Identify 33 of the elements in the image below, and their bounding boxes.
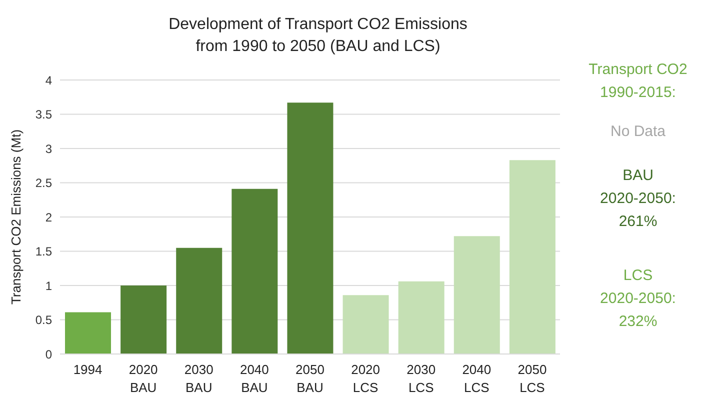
bar: [342, 295, 389, 354]
y-tick-label: 2: [45, 210, 52, 224]
y-axis-title: Transport CO2 Emissions (Mt): [8, 129, 24, 305]
x-tick-label: 2030 BAU: [184, 362, 214, 395]
x-tick-label: 1994: [73, 362, 102, 377]
y-tick-label: 1.5: [35, 244, 52, 259]
chart-title: Development of Transport CO2 Emissions from 1990 to 2050 (BAU and LCS): [168, 15, 468, 57]
bar: [232, 188, 278, 354]
y-tick-label: 4: [45, 73, 52, 88]
text: No Data: [609, 122, 667, 142]
x-tick-label: 2020 BAU: [128, 362, 158, 395]
x-tick-label: 2050 BAU: [296, 362, 324, 395]
x-tick-label: 2020 LCS: [351, 362, 380, 395]
bar: [120, 286, 167, 354]
bar: [454, 236, 500, 354]
y-tick-label: 1: [45, 278, 52, 293]
text: LCS 2020-2050: 232%: [599, 266, 677, 332]
y-tick-label: 0.5: [35, 313, 52, 328]
text: Transport CO2 1990-2015:: [588, 60, 688, 103]
y-tick-label: 2.5: [35, 176, 52, 190]
bar: [176, 248, 222, 354]
bar: [509, 160, 556, 354]
bar: [65, 312, 111, 354]
x-tick-label: 2050 LCS: [518, 362, 547, 395]
y-tick-label: 3: [45, 142, 52, 156]
y-tick-label: 3.5: [35, 108, 52, 122]
bar: [398, 281, 444, 354]
x-tick-label: 2040 BAU: [240, 362, 269, 395]
bar: [287, 102, 334, 354]
y-tick-label: 0: [45, 347, 52, 362]
x-tick-label: 2040 LCS: [462, 362, 492, 395]
text: BAU 2020-2050: 261%: [599, 166, 677, 232]
x-tick-label: 2030 LCS: [406, 362, 436, 395]
